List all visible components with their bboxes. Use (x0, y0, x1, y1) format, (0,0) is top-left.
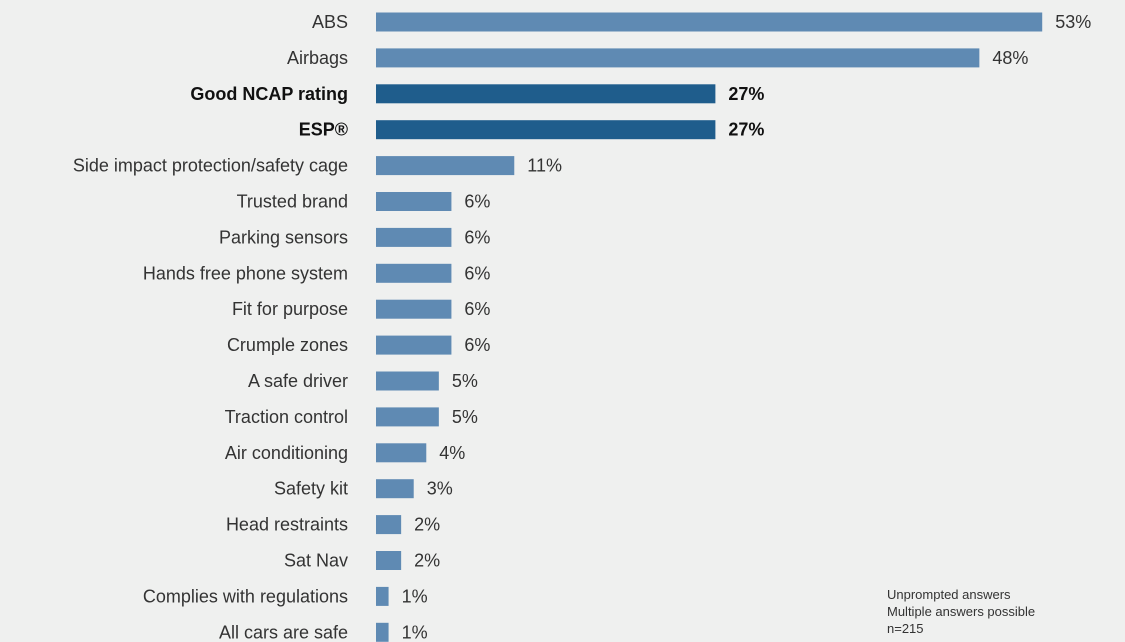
value-label-complies-with-regulations: 1% (402, 586, 428, 606)
bar-a-safe-driver (376, 371, 439, 391)
bar-crumple-zones (376, 335, 452, 355)
category-label-fit-for-purpose: Fit for purpose (232, 299, 348, 319)
category-label-side-impact-protection-safety-cage: Side impact protection/safety cage (73, 156, 348, 176)
category-label-complies-with-regulations: Complies with regulations (143, 586, 348, 606)
bar-esp (376, 120, 716, 140)
category-label-trusted-brand: Trusted brand (237, 192, 348, 212)
category-label-abs: ABS (312, 12, 348, 32)
value-label-trusted-brand: 6% (464, 192, 490, 212)
category-label-air-conditioning: Air conditioning (225, 443, 348, 463)
value-label-esp: 27% (728, 120, 764, 140)
category-label-head-restraints: Head restraints (226, 515, 348, 535)
value-label-a-safe-driver: 5% (452, 371, 478, 391)
category-label-good-ncap-rating: Good NCAP rating (190, 84, 348, 104)
note-sample-size: n=215 (887, 621, 924, 636)
bar-abs (376, 12, 1043, 32)
category-label-sat-nav: Sat Nav (284, 551, 348, 571)
bar-air-conditioning (376, 443, 427, 463)
value-label-airbags: 48% (992, 48, 1028, 68)
note-multiple-answers: Multiple answers possible (887, 604, 1036, 619)
category-label-hands-free-phone-system: Hands free phone system (143, 263, 348, 283)
value-label-parking-sensors: 6% (464, 227, 490, 247)
category-label-safety-kit: Safety kit (274, 479, 348, 499)
bar-safety-kit (376, 479, 414, 499)
value-label-all-cars-are-safe: 1% (402, 622, 428, 642)
bar-traction-control (376, 407, 439, 427)
bar-hands-free-phone-system (376, 263, 452, 283)
value-label-good-ncap-rating: 27% (728, 84, 764, 104)
value-label-crumple-zones: 6% (464, 335, 490, 355)
bar-sat-nav (376, 551, 402, 570)
value-label-safety-kit: 3% (427, 479, 453, 499)
category-label-all-cars-are-safe: All cars are safe (219, 622, 348, 642)
category-label-esp: ESP® (299, 120, 348, 140)
value-label-abs: 53% (1055, 12, 1091, 32)
note-unprompted: Unprompted answers (887, 587, 1011, 602)
chart-notes: Unprompted answers Multiple answers poss… (887, 586, 1117, 637)
value-label-side-impact-protection-safety-cage: 11% (527, 156, 562, 176)
value-label-head-restraints: 2% (414, 515, 440, 535)
category-label-a-safe-driver: A safe driver (248, 371, 348, 391)
bar-head-restraints (376, 515, 402, 535)
value-label-traction-control: 5% (452, 407, 478, 427)
bar-fit-for-purpose (376, 299, 452, 319)
bar-complies-with-regulations (376, 586, 389, 606)
value-label-hands-free-phone-system: 6% (464, 263, 490, 283)
category-label-traction-control: Traction control (225, 407, 348, 427)
value-label-sat-nav: 2% (414, 551, 440, 571)
value-label-air-conditioning: 4% (439, 443, 465, 463)
category-label-parking-sensors: Parking sensors (219, 227, 348, 247)
category-label-airbags: Airbags (287, 48, 348, 68)
bar-all-cars-are-safe (376, 622, 389, 642)
value-label-fit-for-purpose: 6% (464, 299, 490, 319)
bar-airbags (376, 48, 980, 68)
bar-trusted-brand (376, 192, 452, 211)
bar-good-ncap-rating (376, 84, 716, 104)
bar-side-impact-protection-safety-cage (376, 156, 515, 176)
bar-parking-sensors (376, 227, 452, 247)
category-label-crumple-zones: Crumple zones (227, 335, 348, 355)
